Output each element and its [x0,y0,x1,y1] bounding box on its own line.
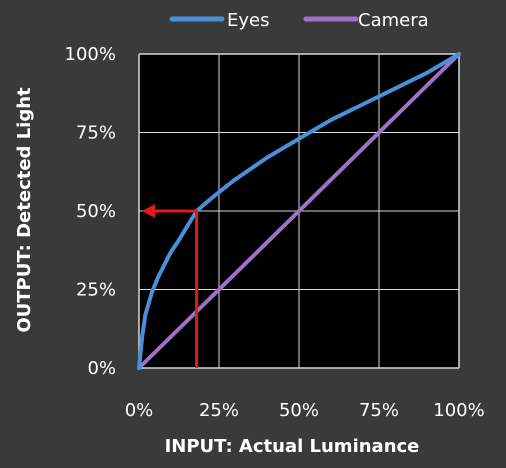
legend: Eyes Camera [169,10,429,31]
x-axis-title: INPUT: Actual Luminance [165,436,420,457]
y-axis-title-rest: Detected Light [14,87,35,244]
annotation [142,204,199,368]
y-tick-label: 100% [65,44,116,65]
x-tick-label: 75% [359,400,399,421]
legend-label-camera: Camera [358,10,429,31]
annotation-arrowhead [142,204,155,218]
y-tick-label: 25% [76,280,116,301]
y-tick-label: 75% [76,123,116,144]
series-line-eyes [137,52,461,370]
y-axis-title: OUTPUT: Detected Light [14,87,35,333]
tick-labels: 0% 25% 50% 75% 100% 0% 25% 50% 75% 100% [65,44,485,421]
legend-label-eyes: Eyes [227,10,269,31]
x-tick-label: 0% [125,400,154,421]
x-tick-label: 100% [433,400,484,421]
x-tick-label: 25% [199,400,239,421]
y-axis-title-prefix: OUTPUT: [14,244,35,333]
x-axis-title-prefix: INPUT: [165,436,233,457]
y-tick-label: 0% [87,358,116,379]
series-line-camera [137,52,461,370]
x-tick-label: 50% [279,400,319,421]
x-axis-title-rest: Actual Luminance [233,436,420,457]
series-layer [137,52,461,370]
y-tick-label: 50% [76,201,116,222]
